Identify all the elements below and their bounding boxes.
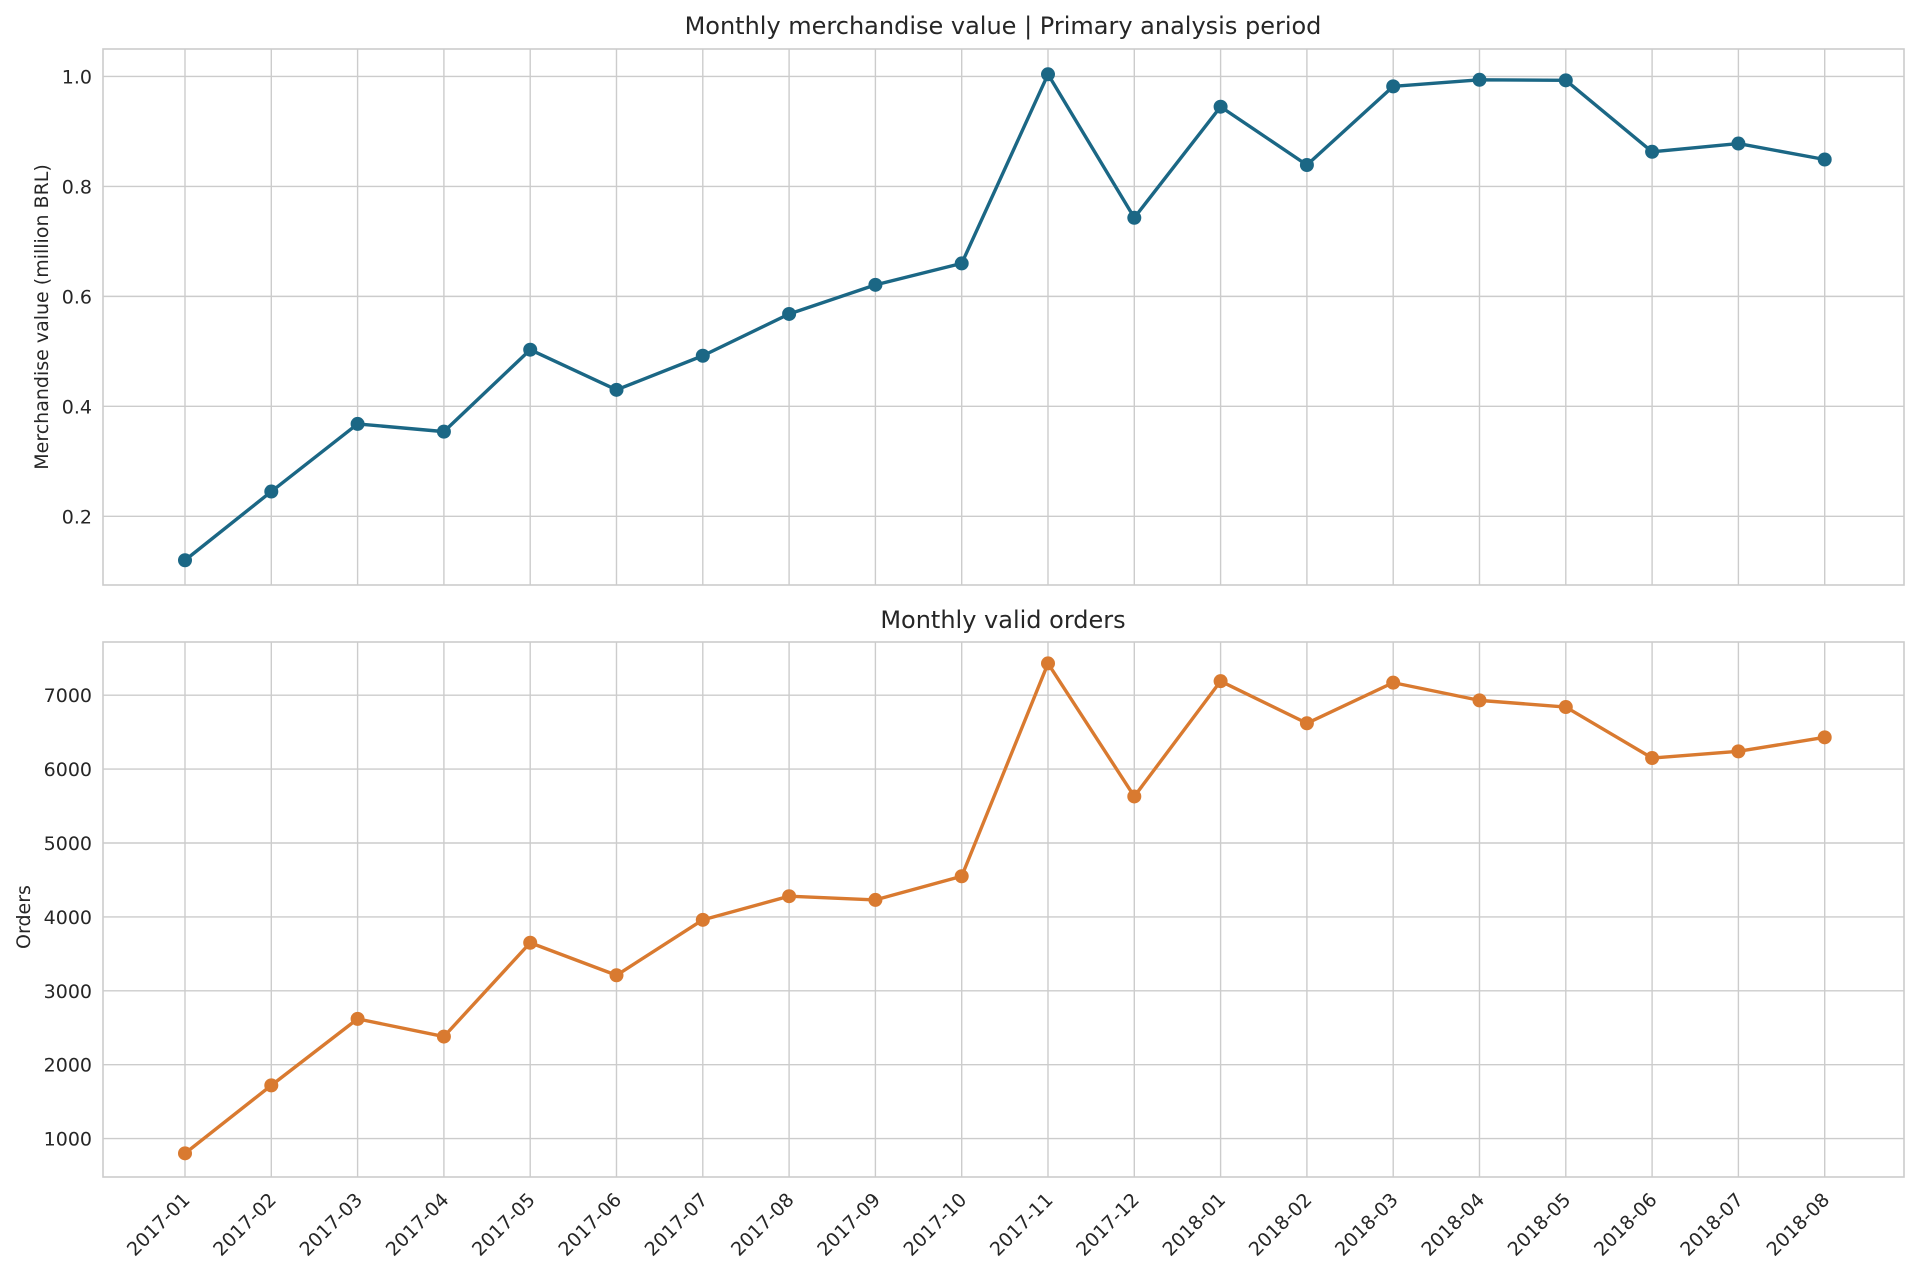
valid-orders-x-tick-label: 2018-03 <box>1331 1189 1403 1261</box>
merchandise-value-data-point <box>436 424 451 439</box>
valid-orders-data-point <box>1127 789 1142 804</box>
valid-orders-data-point <box>264 1078 279 1093</box>
valid-orders-x-tick-label: 2017-03 <box>295 1189 367 1261</box>
valid-orders-y-axis-label: Orders <box>13 885 35 949</box>
merchandise-value-y-tick-label: 0.6 <box>62 286 92 308</box>
valid-orders-series <box>178 656 1832 1161</box>
valid-orders-y-tick-label: 4000 <box>44 907 92 929</box>
valid-orders-data-point <box>1299 716 1314 731</box>
merchandise-value-data-point <box>1817 152 1832 167</box>
valid-orders-x-ticks: 2017-01 2017-02 2017-03 2017-04 2017-05 2017-… <box>123 1189 1834 1261</box>
valid-orders-y-ticks: 1000 2000 3000 4000 5000 6000 7000 <box>44 685 92 1150</box>
valid-orders-data-point <box>1041 656 1055 671</box>
merchandise-value-plot-frame <box>102 48 1905 586</box>
merchandise-value-data-point <box>695 348 710 363</box>
valid-orders-x-tick-label: 2017-10 <box>900 1189 972 1261</box>
merchandise-value-series <box>178 67 1832 568</box>
valid-orders-x-tick-label: 2018-01 <box>1158 1189 1230 1261</box>
valid-orders-data-point <box>868 892 883 907</box>
valid-orders-x-tick-label: 2017-12 <box>1072 1189 1144 1261</box>
valid-orders-data-point <box>954 869 969 884</box>
merchandise-value-data-point <box>1731 136 1746 151</box>
valid-orders-data-point <box>782 889 797 904</box>
valid-orders-plot-frame <box>102 641 1905 1178</box>
merchandise-value-y-tick-label: 0.8 <box>62 176 92 198</box>
valid-orders-x-tick-label: 2017-11 <box>986 1189 1058 1261</box>
valid-orders-panel: Monthly valid orders Orders 1000 2000 3000… <box>13 606 1905 1261</box>
valid-orders-chart-title: Monthly valid orders <box>880 606 1125 634</box>
valid-orders-x-tick-label: 2017-04 <box>382 1189 454 1261</box>
valid-orders-x-tick-label: 2017-02 <box>209 1189 281 1261</box>
merchandise-value-y-ticks: 0.2 0.4 0.6 0.8 1.0 <box>62 66 92 528</box>
valid-orders-y-tick-label: 2000 <box>44 1055 92 1077</box>
valid-orders-data-point <box>1731 744 1746 759</box>
valid-orders-x-tick-label: 2017-01 <box>123 1189 195 1261</box>
valid-orders-data-point <box>1817 730 1832 745</box>
merchandise-value-data-point <box>1386 79 1401 94</box>
valid-orders-y-tick-label: 6000 <box>44 759 92 781</box>
valid-orders-data-point <box>1386 675 1401 690</box>
merchandise-value-y-tick-label: 0.4 <box>62 396 92 418</box>
merchandise-value-data-point <box>523 342 538 357</box>
merchandise-value-y-axis-label: Merchandise value (million BRL) <box>31 164 53 470</box>
valid-orders-data-point <box>1558 700 1573 715</box>
merchandise-value-data-point <box>782 306 797 321</box>
merchandise-value-chart-title: Monthly merchandise value | Primary anal… <box>685 12 1322 40</box>
valid-orders-x-tick-label: 2017-08 <box>727 1189 799 1261</box>
merchandise-value-data-point <box>868 277 883 292</box>
merchandise-value-data-point <box>609 382 624 397</box>
valid-orders-data-point <box>436 1029 451 1044</box>
merchandise-value-data-point <box>178 553 192 568</box>
merchandise-value-data-point <box>954 256 969 271</box>
valid-orders-x-tick-label: 2017-05 <box>468 1189 540 1261</box>
valid-orders-x-tick-label: 2018-05 <box>1504 1189 1576 1261</box>
valid-orders-x-tick-label: 2018-02 <box>1245 1189 1317 1261</box>
valid-orders-y-tick-label: 7000 <box>44 685 92 707</box>
merchandise-value-grid <box>103 49 1904 585</box>
valid-orders-x-tick-label: 2017-07 <box>641 1189 713 1261</box>
merchandise-value-panel: Monthly merchandise value | Primary anal… <box>31 12 1905 586</box>
valid-orders-x-tick-label: 2018-08 <box>1763 1189 1835 1261</box>
valid-orders-x-tick-label: 2018-06 <box>1590 1189 1662 1261</box>
valid-orders-data-point <box>1472 693 1487 708</box>
valid-orders-data-point <box>1213 674 1228 689</box>
valid-orders-x-tick-label: 2018-04 <box>1417 1189 1489 1261</box>
valid-orders-series-line <box>183 661 1825 1155</box>
merchandise-value-data-point <box>1558 73 1573 88</box>
merchandise-value-y-tick-label: 1.0 <box>62 66 92 88</box>
valid-orders-x-tick-label: 2018-07 <box>1676 1189 1748 1261</box>
valid-orders-x-tick-label: 2017-06 <box>554 1189 626 1261</box>
merchandise-value-data-point <box>1299 157 1314 172</box>
merchandise-value-data-point <box>1041 67 1055 82</box>
merchandise-value-series-line <box>183 72 1826 562</box>
merchandise-value-data-point <box>1127 210 1142 225</box>
merchandise-value-data-point <box>264 484 279 499</box>
valid-orders-x-tick-label: 2017-09 <box>813 1189 885 1261</box>
valid-orders-y-tick-label: 5000 <box>44 833 92 855</box>
valid-orders-data-point <box>350 1011 365 1026</box>
valid-orders-data-point <box>1645 751 1660 766</box>
valid-orders-y-tick-label: 1000 <box>44 1129 92 1151</box>
valid-orders-data-point <box>178 1146 192 1161</box>
valid-orders-data-point <box>695 912 710 927</box>
valid-orders-data-point <box>609 968 624 983</box>
merchandise-value-data-point <box>1645 144 1660 159</box>
merchandise-value-y-tick-label: 0.2 <box>62 506 92 528</box>
merchandise-value-data-point <box>1213 99 1228 114</box>
merchandise-value-data-point <box>350 416 365 431</box>
valid-orders-grid <box>103 642 1904 1177</box>
merchandise-value-data-point <box>1472 72 1487 87</box>
valid-orders-y-tick-label: 3000 <box>44 981 92 1003</box>
valid-orders-data-point <box>523 935 538 950</box>
